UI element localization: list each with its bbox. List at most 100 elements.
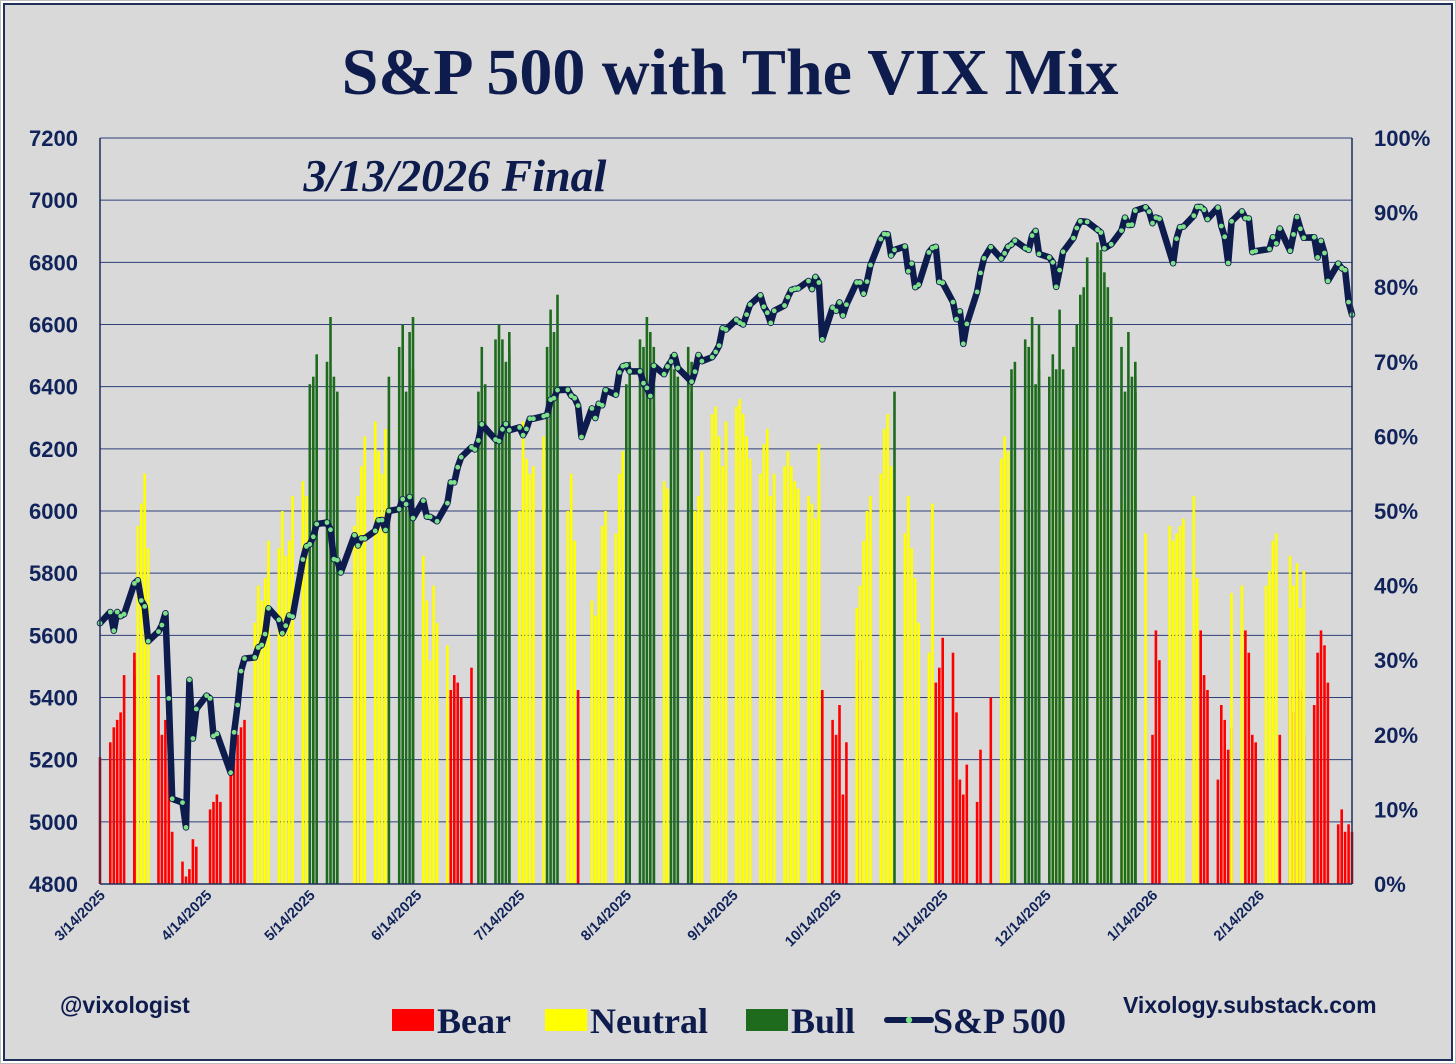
bar-bear bbox=[229, 764, 232, 884]
bar-bull bbox=[1130, 376, 1134, 884]
sp500-point bbox=[310, 534, 316, 540]
bar-neutral bbox=[435, 622, 439, 884]
bar-bear bbox=[243, 719, 246, 884]
bar-neutral bbox=[521, 421, 525, 884]
bar-bear bbox=[112, 727, 116, 884]
bar-neutral bbox=[1288, 555, 1292, 884]
bar-bear bbox=[989, 697, 993, 884]
sp500-point bbox=[400, 496, 406, 502]
sp500-point bbox=[940, 280, 946, 286]
bar-neutral bbox=[769, 496, 772, 884]
x-tick-label: 11/14/2025 bbox=[889, 888, 951, 950]
chart-title: S&P 500 with The VIX Mix bbox=[342, 36, 1119, 109]
bar-neutral bbox=[886, 414, 889, 884]
sp500-point bbox=[142, 604, 148, 609]
sp500-point bbox=[445, 500, 450, 506]
sp500-point bbox=[1291, 232, 1296, 237]
bar-neutral bbox=[807, 496, 810, 884]
sp500-point bbox=[338, 570, 344, 575]
bar-bull bbox=[508, 332, 511, 884]
x-tick-label: 5/14/2025 bbox=[262, 888, 319, 945]
sp500-point bbox=[1222, 234, 1228, 240]
bar-bear bbox=[1323, 645, 1326, 884]
bar-bear bbox=[1312, 705, 1316, 884]
bar-neutral bbox=[1006, 451, 1010, 884]
bar-bear bbox=[453, 675, 456, 884]
bar-bear bbox=[951, 652, 955, 884]
bar-bull bbox=[676, 376, 680, 884]
legend-label-neutral: Neutral bbox=[590, 1001, 708, 1041]
sp500-point bbox=[1315, 255, 1320, 260]
sp500-point bbox=[138, 598, 144, 603]
sp500-point bbox=[613, 392, 619, 398]
bar-neutral bbox=[1178, 525, 1182, 884]
sp500-point bbox=[283, 623, 289, 629]
sp500-point bbox=[1311, 234, 1317, 240]
bar-neutral bbox=[666, 488, 669, 884]
sp500-point bbox=[603, 387, 608, 393]
sp500-point bbox=[228, 770, 234, 776]
bar-neutral bbox=[1182, 518, 1185, 884]
sp500-point bbox=[1005, 244, 1011, 250]
legend-swatch-sp500-marker bbox=[905, 1016, 913, 1024]
bar-neutral bbox=[260, 600, 263, 884]
bar-bull bbox=[1082, 287, 1085, 884]
y-right-tick-label: 10% bbox=[1374, 797, 1418, 822]
bar-neutral bbox=[291, 496, 294, 884]
bar-neutral bbox=[762, 443, 766, 884]
chart-subtitle: 3/13/2026 Final bbox=[303, 150, 607, 201]
sp500-point bbox=[840, 313, 846, 318]
bar-bear bbox=[576, 690, 580, 884]
bar-bull bbox=[1134, 361, 1137, 884]
x-tick-label: 6/14/2025 bbox=[368, 888, 425, 945]
sp500-point bbox=[1036, 251, 1042, 257]
bar-neutral bbox=[277, 548, 281, 884]
bar-neutral bbox=[931, 503, 934, 884]
sp500-point bbox=[572, 395, 578, 401]
legend-swatch-bull bbox=[746, 1009, 788, 1031]
bar-bull bbox=[1085, 257, 1089, 884]
y-left-tick-label: 6800 bbox=[29, 250, 78, 275]
bar-bear bbox=[1154, 630, 1158, 884]
sp500-point bbox=[396, 506, 402, 512]
bar-bull bbox=[401, 324, 404, 884]
sp500-point bbox=[145, 638, 151, 644]
sp500-point bbox=[1002, 250, 1007, 256]
bar-neutral bbox=[862, 540, 865, 884]
bar-bull bbox=[1054, 369, 1058, 884]
bar-neutral bbox=[360, 466, 363, 884]
bar-neutral bbox=[143, 473, 146, 884]
y-left-tick-label: 5000 bbox=[29, 810, 78, 835]
bar-bull bbox=[549, 309, 552, 885]
bar-bull bbox=[404, 391, 408, 884]
sp500-point bbox=[1009, 242, 1014, 248]
sp500-point bbox=[599, 402, 605, 408]
sp500-point bbox=[159, 622, 165, 628]
sp500-point bbox=[427, 514, 433, 520]
sp500-point bbox=[214, 731, 220, 737]
sp500-point bbox=[276, 617, 282, 623]
sp500-point bbox=[307, 541, 313, 547]
bar-bear bbox=[236, 734, 239, 884]
bar-bear bbox=[1223, 719, 1226, 884]
sp500-point bbox=[472, 447, 478, 452]
bar-bear bbox=[188, 869, 191, 884]
bar-neutral bbox=[717, 436, 721, 884]
y-right-tick-label: 50% bbox=[1374, 499, 1418, 524]
bar-neutral bbox=[759, 473, 762, 884]
bar-neutral bbox=[1268, 570, 1271, 884]
sp500-point bbox=[1239, 209, 1245, 214]
bar-bull bbox=[1072, 346, 1075, 884]
sp500-point bbox=[193, 706, 199, 712]
sp500-point bbox=[121, 611, 127, 617]
sp500-point bbox=[252, 655, 258, 660]
sp500-point bbox=[861, 291, 866, 297]
sp500-point bbox=[379, 517, 385, 523]
bar-neutral bbox=[817, 496, 821, 884]
bar-bull bbox=[690, 391, 693, 884]
bar-bear bbox=[1226, 749, 1230, 884]
bar-bull bbox=[315, 354, 318, 884]
sp500-point bbox=[259, 642, 265, 648]
legend-label-bull: Bull bbox=[791, 1001, 855, 1041]
sp500-point bbox=[964, 321, 970, 327]
